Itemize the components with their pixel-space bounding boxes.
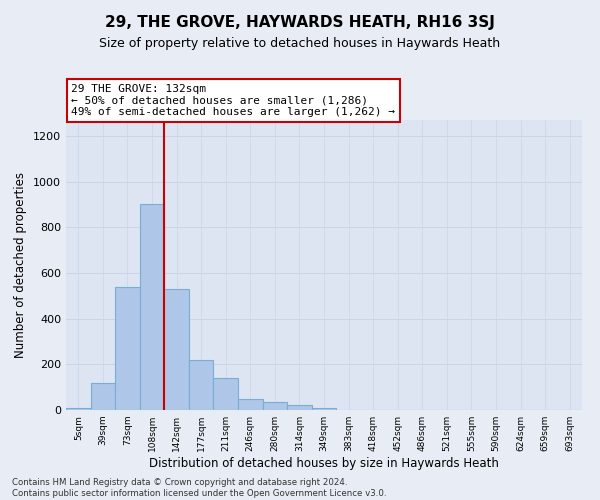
Bar <box>91 382 115 410</box>
Text: 29, THE GROVE, HAYWARDS HEATH, RH16 3SJ: 29, THE GROVE, HAYWARDS HEATH, RH16 3SJ <box>105 15 495 30</box>
Bar <box>115 286 140 410</box>
Text: Contains HM Land Registry data © Crown copyright and database right 2024.
Contai: Contains HM Land Registry data © Crown c… <box>12 478 386 498</box>
Bar <box>312 408 336 410</box>
Bar <box>189 360 214 410</box>
Bar <box>287 406 312 410</box>
Bar <box>263 402 287 410</box>
Y-axis label: Number of detached properties: Number of detached properties <box>14 172 28 358</box>
X-axis label: Distribution of detached houses by size in Haywards Heath: Distribution of detached houses by size … <box>149 457 499 470</box>
Bar <box>238 398 263 410</box>
Text: 29 THE GROVE: 132sqm
← 50% of detached houses are smaller (1,286)
49% of semi-de: 29 THE GROVE: 132sqm ← 50% of detached h… <box>71 84 395 117</box>
Bar <box>214 378 238 410</box>
Bar <box>164 289 189 410</box>
Bar <box>140 204 164 410</box>
Text: Size of property relative to detached houses in Haywards Heath: Size of property relative to detached ho… <box>100 38 500 51</box>
Bar <box>66 408 91 410</box>
